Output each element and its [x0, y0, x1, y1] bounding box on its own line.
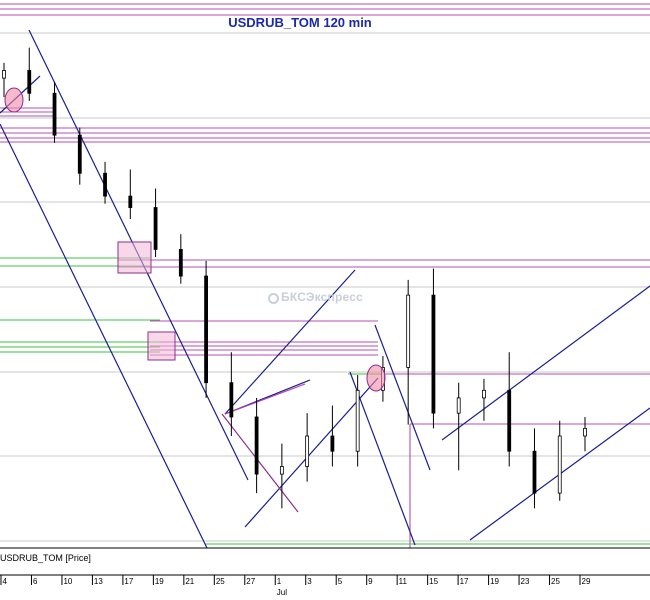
- candle-body: [305, 435, 310, 467]
- candle: [103, 161, 107, 204]
- entry-circle: [4, 87, 24, 113]
- candle: [77, 127, 82, 185]
- reversal-circle: [366, 364, 386, 392]
- candle: [254, 397, 259, 494]
- candle-body: [254, 416, 259, 475]
- highlight-boxes: [117, 241, 176, 361]
- x-tick-label: 9: [368, 577, 373, 586]
- grid-lines: [0, 32, 650, 542]
- candle: [583, 416, 587, 452]
- candle-body: [77, 134, 82, 174]
- highlight-circles: [4, 87, 386, 392]
- x-tick-label: 29: [582, 577, 591, 586]
- candle-body: [583, 427, 587, 437]
- candle-body: [229, 382, 234, 418]
- x-tick-label: 4: [3, 577, 8, 586]
- resistance-box-1: [117, 241, 152, 274]
- watermark-text: БКСЭкспресс: [281, 290, 363, 304]
- candle: [153, 188, 158, 258]
- wedge-channel-upper: [224, 269, 356, 415]
- x-month-label: Jul: [277, 588, 287, 597]
- candle: [532, 428, 537, 509]
- x-tick-label: 17: [460, 577, 469, 586]
- candle: [52, 81, 57, 143]
- candles: [2, 47, 587, 509]
- candle: [406, 279, 411, 425]
- candle: [557, 420, 562, 501]
- x-tick-label: 10: [63, 577, 72, 586]
- candle: [507, 352, 512, 467]
- candle: [355, 375, 360, 467]
- candle: [482, 378, 486, 421]
- candle-body: [431, 294, 436, 414]
- candle-body: [557, 435, 562, 494]
- candle-body: [532, 450, 537, 494]
- candle-body: [128, 195, 133, 208]
- candle: [27, 47, 32, 101]
- candle-body: [27, 70, 32, 94]
- candle-body: [406, 294, 411, 368]
- candle-body: [52, 92, 57, 136]
- x-tick-label: 27: [246, 577, 255, 586]
- retest-line: [374, 324, 431, 471]
- candle-body: [178, 249, 183, 277]
- candle-body: [2, 70, 6, 79]
- x-tick-label: 21: [185, 577, 194, 586]
- x-tick-label: 17: [124, 577, 133, 586]
- x-tick-label: 25: [551, 577, 560, 586]
- x-tick-label: 3: [307, 577, 312, 586]
- candle: [128, 169, 133, 219]
- green-levels: [0, 257, 650, 545]
- candle: [178, 234, 183, 284]
- x-tick-label: 19: [155, 577, 164, 586]
- chart-title: USDRUB_TOM 120 min: [228, 15, 372, 30]
- candle-body: [482, 389, 486, 399]
- magenta-levels: [0, 3, 650, 548]
- candle-body: [456, 397, 461, 414]
- candle: [2, 62, 6, 98]
- bcs-logo-icon: [268, 293, 279, 304]
- wedge-support: [224, 383, 306, 415]
- wedge-lower: [221, 413, 299, 513]
- down-leg-lower: [349, 371, 416, 546]
- bottom-panel: [0, 548, 650, 600]
- x-tick-label: 19: [490, 577, 499, 586]
- candle: [456, 382, 461, 471]
- channel-down-lower: [0, 123, 208, 549]
- candle-body: [153, 207, 158, 250]
- candle-body: [507, 389, 512, 452]
- watermark: БКСЭкспресс: [268, 290, 363, 304]
- candle: [305, 413, 310, 482]
- candle: [330, 405, 335, 467]
- x-tick-label: 23: [521, 577, 530, 586]
- candle: [229, 352, 234, 436]
- candle-body: [330, 435, 335, 452]
- up-channel-upper: [441, 285, 650, 441]
- x-tick-label: 6: [33, 577, 38, 586]
- candle-body: [355, 389, 360, 452]
- candle-body: [279, 466, 284, 475]
- candle: [431, 268, 436, 429]
- x-tick-label: 15: [429, 577, 438, 586]
- x-tick-label: 25: [216, 577, 225, 586]
- plot-background: [0, 0, 650, 548]
- resistance-box-2: [147, 331, 176, 361]
- candle: [204, 260, 208, 398]
- candle-body: [103, 172, 107, 197]
- x-tick-label: 11: [399, 577, 408, 586]
- x-tick-label: 13: [94, 577, 103, 586]
- x-tick-label: 1: [277, 577, 282, 586]
- series-label: USDRUB_TOM [Price]: [0, 553, 91, 563]
- candle: [279, 443, 284, 509]
- x-tick-label: 5: [338, 577, 343, 586]
- candle-body: [204, 275, 208, 384]
